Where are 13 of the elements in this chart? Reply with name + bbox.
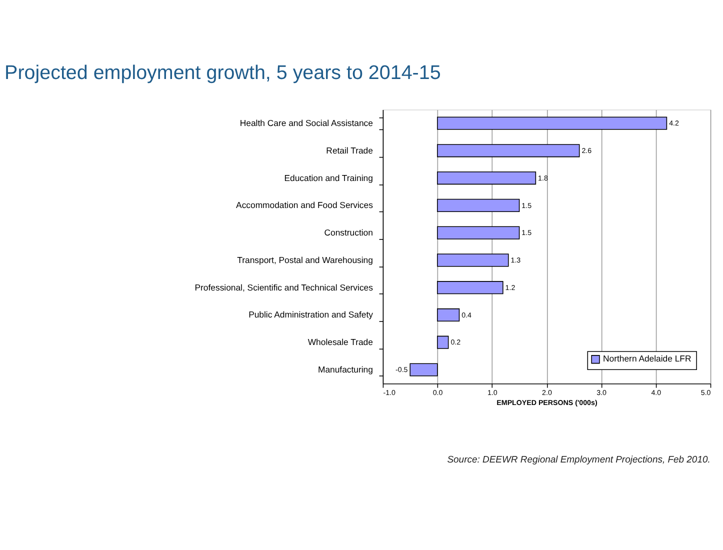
y-tick-label: Wholesale Trade	[308, 337, 374, 348]
y-tick-label: Accommodation and Food Services	[236, 200, 374, 210]
y-tick-label: Manufacturing	[318, 364, 374, 375]
y-tick-label: Health Care and Social Assistance	[240, 118, 374, 128]
text: Projected employment growth, 5 years to 2014-15	[4, 62, 441, 84]
y-tick-label: Construction	[324, 228, 374, 238]
y-tick-label: Retail Trade	[326, 145, 374, 156]
y-tick-label: Professional, Scientific and Technical Services	[194, 282, 374, 292]
source-note: Source: DEEWR Regional Employment Projections, Feb 2010.	[447, 454, 710, 466]
y-tick-label: Transport, Postal and Warehousing	[237, 254, 374, 265]
legend-label: Northern Adelaide LFR	[603, 354, 692, 364]
y-tick-label: Public Administration and Safety	[248, 310, 374, 320]
y-tick-label: Education and Training	[284, 172, 374, 183]
